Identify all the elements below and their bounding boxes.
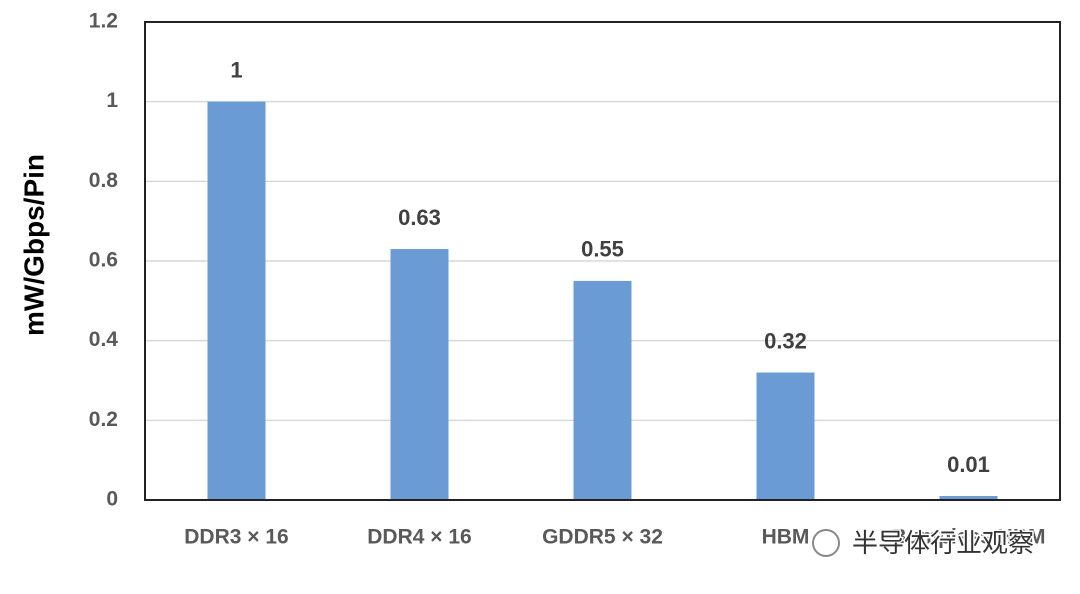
- y-tick-label: 0.8: [89, 169, 119, 192]
- y-axis-label: mW/Gbps/Pin: [18, 154, 49, 336]
- bar: [756, 372, 815, 500]
- bar: [939, 496, 998, 500]
- data-label: 0.32: [764, 328, 807, 353]
- y-tick-label: 0.6: [89, 249, 118, 272]
- y-tick-label: 1.2: [89, 10, 118, 33]
- y-tick-label: 1: [106, 89, 118, 112]
- data-label: 1: [230, 57, 242, 82]
- y-tick-label: 0.2: [89, 408, 118, 431]
- x-tick-label: HBM: [762, 526, 810, 549]
- watermark-icon: [812, 529, 840, 557]
- y-tick-label: 0: [106, 488, 118, 511]
- x-tick-label: Bumpless HBM: [891, 526, 1045, 549]
- data-label: 0.01: [947, 452, 990, 477]
- y-tick-label: 0.4: [89, 328, 119, 351]
- x-tick-label: DDR4 × 16: [367, 526, 471, 549]
- bar: [573, 280, 632, 500]
- bar: [207, 101, 266, 501]
- bar: [390, 249, 449, 500]
- plot-frame: [144, 21, 1061, 501]
- x-tick-label: DDR3 × 16: [184, 526, 288, 549]
- data-label: 0.63: [398, 205, 441, 230]
- data-label: 0.55: [581, 237, 624, 262]
- x-tick-label: GDDR5 × 32: [542, 526, 663, 549]
- watermark-group: 半导体行业观察: [812, 526, 1036, 559]
- watermark: 半导体行业观察: [852, 528, 1034, 558]
